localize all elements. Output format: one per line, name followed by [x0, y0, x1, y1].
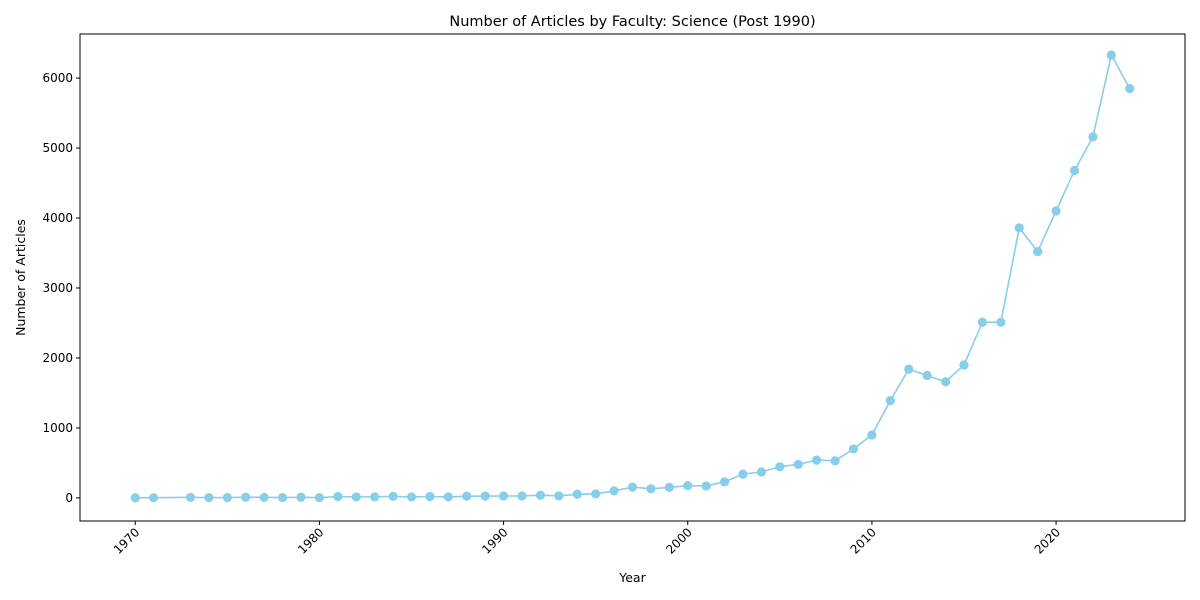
chart-title: Number of Articles by Faculty: Science (… — [449, 14, 815, 30]
data-point — [149, 493, 159, 503]
data-point — [314, 493, 325, 503]
data-point — [738, 469, 748, 479]
data-point — [959, 360, 969, 370]
data-point — [940, 377, 951, 387]
data-point — [812, 455, 822, 465]
y-tick-label: 5000 — [42, 141, 73, 155]
data-point — [1051, 206, 1061, 216]
data-point — [977, 317, 988, 327]
y-axis: 0 1000 2000 3000 4000 5000 6000 — [42, 71, 80, 505]
data-point — [351, 492, 361, 502]
data-point — [775, 462, 785, 472]
data-point — [904, 364, 914, 374]
data-point — [370, 492, 380, 502]
data-point — [719, 477, 730, 487]
data-point — [480, 491, 490, 501]
series-line — [135, 52, 1131, 499]
x-tick-label: 1980 — [295, 525, 326, 556]
data-point — [572, 489, 582, 499]
data-point — [259, 492, 269, 502]
data-point — [830, 456, 840, 466]
series-layer — [130, 50, 1135, 503]
data-point — [296, 492, 306, 502]
data-point — [406, 492, 417, 502]
y-tick-label: 1000 — [42, 421, 73, 435]
data-point — [1106, 50, 1116, 60]
data-point — [885, 396, 895, 406]
data-point — [922, 370, 932, 381]
data-point — [701, 481, 711, 491]
data-point — [554, 491, 564, 501]
data-point — [1069, 165, 1080, 176]
data-point — [443, 492, 453, 502]
data-point — [498, 491, 509, 501]
x-tick-label: 2010 — [848, 525, 879, 556]
data-point — [848, 444, 859, 454]
plot-area — [79, 33, 1186, 522]
data-point — [425, 491, 435, 502]
data-point — [664, 482, 674, 493]
data-point — [867, 430, 877, 440]
y-tick-label: 4000 — [42, 211, 73, 225]
data-point — [535, 490, 546, 500]
y-tick-label: 0 — [65, 491, 73, 505]
data-point — [1088, 132, 1098, 142]
data-point — [222, 492, 232, 503]
data-point — [627, 482, 638, 492]
data-point — [609, 486, 619, 496]
x-axis-label: Year — [618, 570, 646, 585]
data-point — [462, 491, 472, 501]
data-point — [756, 467, 767, 477]
x-tick-label: 2000 — [663, 525, 694, 556]
data-point — [996, 317, 1006, 327]
x-tick-label: 1990 — [479, 525, 510, 556]
data-point — [241, 492, 251, 502]
y-axis-label: Number of Articles — [13, 219, 28, 336]
data-point — [1033, 247, 1043, 257]
x-axis: 1970 1980 1990 2000 2010 2020 — [111, 521, 1063, 557]
data-point — [646, 484, 656, 494]
y-tick-label: 3000 — [42, 281, 73, 295]
data-point — [683, 481, 693, 491]
data-point — [130, 493, 140, 503]
data-point — [388, 491, 398, 501]
data-point — [517, 491, 527, 501]
y-tick-label: 2000 — [42, 351, 73, 365]
x-tick-label: 1970 — [111, 525, 142, 556]
data-point — [185, 492, 196, 502]
data-point — [333, 491, 343, 502]
data-point — [1014, 223, 1024, 233]
y-tick-label: 6000 — [42, 71, 73, 85]
data-point — [793, 459, 803, 469]
data-point — [204, 493, 214, 503]
x-tick-label: 2020 — [1032, 525, 1063, 556]
data-point — [1125, 83, 1135, 94]
data-point — [591, 489, 601, 499]
data-point — [277, 492, 288, 503]
